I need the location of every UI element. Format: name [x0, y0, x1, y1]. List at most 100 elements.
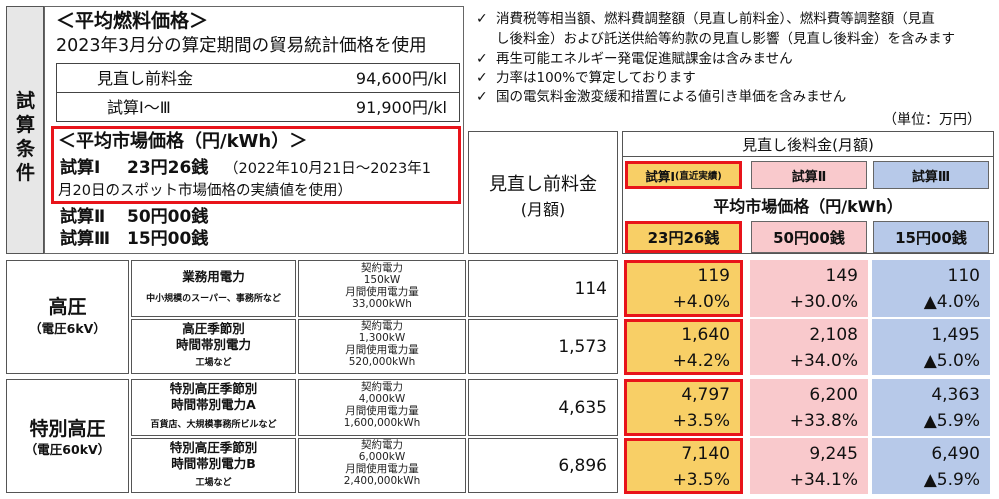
row1-spec-value-1: 150kW	[363, 274, 401, 287]
row1-spec-label-1: 契約電力	[361, 262, 403, 274]
row1-case3-diff: ▲4.0%	[923, 292, 980, 312]
row4-case2: 9,245 +34.1%	[750, 438, 868, 494]
row1-usage: 中小規模のスーパー、事務所など	[146, 294, 281, 304]
group-extra-high-voltage: 特別高圧 （電圧60kV）	[6, 379, 129, 493]
row4-spec-label-2: 月間使用電力量	[345, 463, 419, 476]
row3-plan-name-2: 時間帯別電力A	[171, 397, 256, 412]
row4-case2-value: 9,245	[809, 444, 858, 464]
market-case3-price: 15円00銭	[127, 229, 209, 249]
case3-header-name: 試算Ⅲ	[911, 169, 951, 185]
side-char-2: 算	[16, 114, 36, 136]
row1-case2: 149 +30.0%	[750, 260, 868, 317]
row4-plan: 特別高圧季節別 時間帯別電力B 工場など	[131, 438, 296, 493]
case2-header-name: 試算Ⅱ	[791, 169, 827, 185]
row2-case1-value: 1,640	[681, 325, 730, 345]
note-1-check: ✓	[476, 11, 488, 27]
row4-before-value: 6,896	[558, 456, 607, 476]
row3-case2-value: 6,200	[809, 385, 858, 405]
row2-spec-label-2: 月間使用電力量	[345, 344, 419, 357]
row2-case2-value: 2,108	[809, 325, 858, 345]
row3-spec-value-2: 1,600,000kWh	[343, 417, 421, 430]
row2-spec-value-2: 520,000kWh	[348, 356, 416, 369]
market-case1-note-a: （2022年10月21日～2023年1	[224, 161, 431, 177]
row4-spec-value-2: 2,400,000kWh	[343, 475, 421, 488]
row1-spec-label-2: 月間使用電力量	[345, 286, 419, 299]
row2-spec-value-1: 1,300kW	[358, 332, 406, 345]
row4-spec-text: 契約電力 6,000kW 月間使用電力量 2,400,000kWh	[299, 439, 465, 487]
market-case1-price: 23円26銭	[127, 158, 209, 178]
case-header-row	[622, 157, 994, 254]
row4-spec: 契約電力 6,000kW 月間使用電力量 2,400,000kWh	[298, 438, 466, 493]
row2-plan: 高圧季節別 時間帯別電力 工場など	[131, 319, 296, 374]
case3-header: 試算Ⅲ	[873, 161, 989, 189]
fuel-row-before: 見直し前料金 94,600円/kl	[56, 63, 460, 93]
row4-plan-name-2: 時間帯別電力B	[171, 456, 256, 471]
before-header-line-1: 見直し前料金	[489, 174, 597, 195]
fuel-row-before-label: 見直し前料金	[97, 69, 194, 88]
row1-case3-value: 110	[947, 266, 980, 286]
conditions-panel	[44, 6, 464, 254]
row4-case1-value: 7,140	[681, 444, 730, 464]
row2-spec: 契約電力 1,300kW 月間使用電力量 520,000kWh	[298, 319, 466, 374]
fuel-price-title: ＜平均燃料価格＞	[56, 10, 209, 32]
row2-case3-diff: ▲5.0%	[923, 351, 980, 371]
row3-usage: 百貨店、大規模事務所ビルなど	[150, 420, 277, 430]
row1-case1: 119 +4.0%	[624, 260, 743, 317]
row4-case1: 7,140 +3.5%	[624, 438, 743, 494]
row1-case3: 110 ▲4.0%	[872, 260, 990, 317]
case2-header: 試算Ⅱ	[751, 161, 867, 189]
market-case1-note-b: 月20日のスポット市場価格の実績値を使用）	[58, 183, 352, 199]
group-extra-high-voltage-name: 特別高圧	[29, 418, 106, 440]
row2-spec-text: 契約電力 1,300kW 月間使用電力量 520,000kWh	[299, 320, 465, 368]
case1-header: 試算Ⅰ (直近実績)	[625, 161, 742, 189]
market-case2-price: 50円00銭	[127, 207, 209, 227]
row1-spec-text: 契約電力 150kW 月間使用電力量 33,000kWh	[299, 262, 465, 310]
market-case2-name: 試算Ⅱ	[60, 207, 106, 227]
row2-case1-diff: +4.2%	[672, 351, 730, 371]
row4-plan-name-1: 特別高圧季節別	[169, 440, 258, 455]
row3-case2: 6,200 +33.8%	[750, 379, 868, 436]
group-high-voltage: 高圧 （電圧6kV）	[6, 260, 129, 374]
row3-spec-label-2: 月間使用電力量	[345, 405, 419, 418]
market-price-highlight	[51, 126, 461, 204]
row4-case3-value: 6,490	[931, 444, 980, 464]
row1-plan-name: 業務用電力	[182, 269, 245, 284]
note-3-text: 力率は100%で算定しております	[496, 70, 696, 86]
fuel-price-subtitle: 2023年3月分の算定期間の貿易統計価格を使用	[56, 36, 427, 56]
row4-spec-value-1: 6,000kW	[358, 451, 406, 464]
row3-plan-name-1: 特別高圧季節別	[169, 381, 258, 396]
case1-price: 23円26銭	[647, 228, 720, 247]
row2-before-value: 1,573	[558, 337, 607, 357]
case1-price-cell: 23円26銭	[625, 221, 742, 253]
conditions-side-label: 試 算 条 件	[6, 6, 44, 254]
row1-case1-diff: +4.0%	[672, 292, 730, 312]
row4-before: 6,896	[468, 438, 618, 493]
row3-spec-text: 契約電力 4,000kW 月間使用電力量 1,600,000kWh	[299, 381, 465, 429]
row4-case1-diff: +3.5%	[672, 470, 730, 490]
row3-case3-diff: ▲5.9%	[923, 411, 980, 431]
after-header: 見直し後料金(月額)	[622, 131, 994, 157]
before-header-line-2: (月額)	[520, 200, 566, 219]
row2-usage: 工場など	[195, 358, 232, 368]
row4-case2-diff: +34.1%	[789, 470, 858, 490]
row1-spec-value-2: 33,000kWh	[352, 298, 412, 311]
case1-header-name: 試算Ⅰ	[645, 168, 675, 184]
before-header: 見直し前料金 (月額)	[468, 131, 618, 254]
row1-case2-value: 149	[825, 266, 858, 286]
side-char-3: 条	[16, 138, 36, 160]
row1-plan: 業務用電力 中小規模のスーパー、事務所など	[131, 260, 296, 317]
row3-case1-value: 4,797	[681, 385, 730, 405]
row3-case1-diff: +3.5%	[672, 411, 730, 431]
market-case3-name: 試算Ⅲ	[60, 229, 111, 249]
row2-case2: 2,108 +34.0%	[750, 319, 868, 375]
row2-spec-label-1: 契約電力	[361, 320, 403, 332]
row3-case3-value: 4,363	[931, 385, 980, 405]
side-char-4: 件	[16, 162, 36, 184]
note-1-line-2: し後料金）および託送供給等約款の見直し影響（見直し後料金）を含みます	[496, 31, 955, 47]
row3-case3: 4,363 ▲5.9%	[872, 379, 990, 436]
note-2-text: 再生可能エネルギー発電促進賦課金は含みません	[496, 51, 793, 67]
row1-before-value: 114	[574, 279, 607, 299]
row1-case2-diff: +30.0%	[789, 292, 858, 312]
row3-before: 4,635	[468, 379, 618, 436]
side-char-1: 試	[16, 90, 36, 112]
